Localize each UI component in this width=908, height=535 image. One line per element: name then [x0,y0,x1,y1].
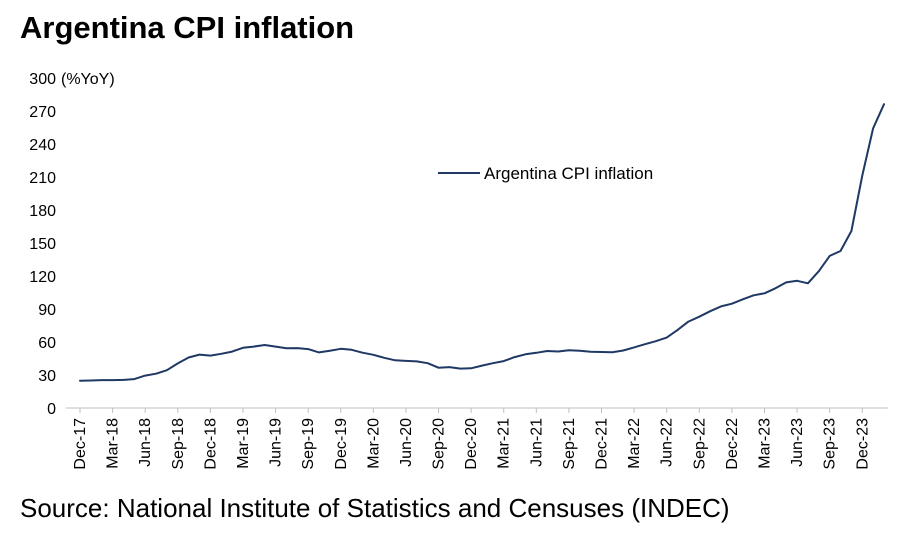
y-tick-label: 150 [29,236,56,253]
legend-label: Argentina CPI inflation [484,164,653,183]
y-tick-label: 300 [29,71,56,88]
x-tick-label: Dec-21 [594,418,611,470]
x-tick-label: Mar-19 [235,418,252,469]
x-tick-label: Mar-23 [756,418,773,469]
x-tick-label: Dec-18 [202,418,219,470]
x-tick-label: Sep-23 [822,418,839,470]
x-tick-label: Dec-19 [333,418,350,470]
x-axis-ticks [79,408,863,413]
x-tick-label: Mar-22 [626,418,643,469]
y-tick-label: 240 [29,137,56,154]
y-tick-label: 0 [47,401,56,418]
x-tick-label: Jun-22 [659,418,676,467]
y-tick-label: 270 [29,104,56,121]
x-tick-label: Jun-21 [528,418,545,467]
y-axis-tick-labels: 0 30 60 90 120 150 180 210 240 270 300 [29,71,56,418]
x-tick-label: Mar-20 [365,418,382,469]
x-tick-label: Mar-18 [105,418,122,469]
y-tick-label: 120 [29,269,56,286]
x-tick-label: Sep-21 [561,418,578,470]
x-tick-label: Dec-22 [724,418,741,470]
series-line-argentina-cpi-inflation [79,103,885,382]
x-tick-label: Sep-19 [300,418,317,470]
y-tick-label: 210 [29,170,56,187]
x-tick-label: Sep-22 [691,418,708,470]
x-tick-label: Sep-20 [431,418,448,470]
x-tick-label: Jun-18 [137,418,154,467]
legend: Argentina CPI inflation [438,164,653,183]
x-tick-label: Dec-17 [72,418,89,470]
x-tick-label: Jun-20 [398,418,415,467]
y-tick-label: 180 [29,203,56,220]
y-axis-unit-label: (%YoY) [61,71,115,88]
y-tick-label: 30 [38,368,56,385]
x-axis-tick-labels: Dec-17 Mar-18 Jun-18 Sep-18 Dec-18 Mar-19 Jun-… [72,418,871,470]
x-tick-label: Jun-19 [268,418,285,467]
x-tick-label: Mar-21 [496,418,513,469]
x-tick-label: Jun-23 [789,418,806,467]
chart-title: Argentina CPI inflation [20,10,355,45]
x-tick-label: Dec-23 [854,418,871,470]
y-tick-label: 60 [38,335,56,352]
y-tick-label: 90 [38,302,56,319]
x-tick-label: Sep-18 [170,418,187,470]
x-tick-label: Dec-20 [463,418,480,470]
source-note: Source: National Institute of Statistics… [20,493,730,523]
